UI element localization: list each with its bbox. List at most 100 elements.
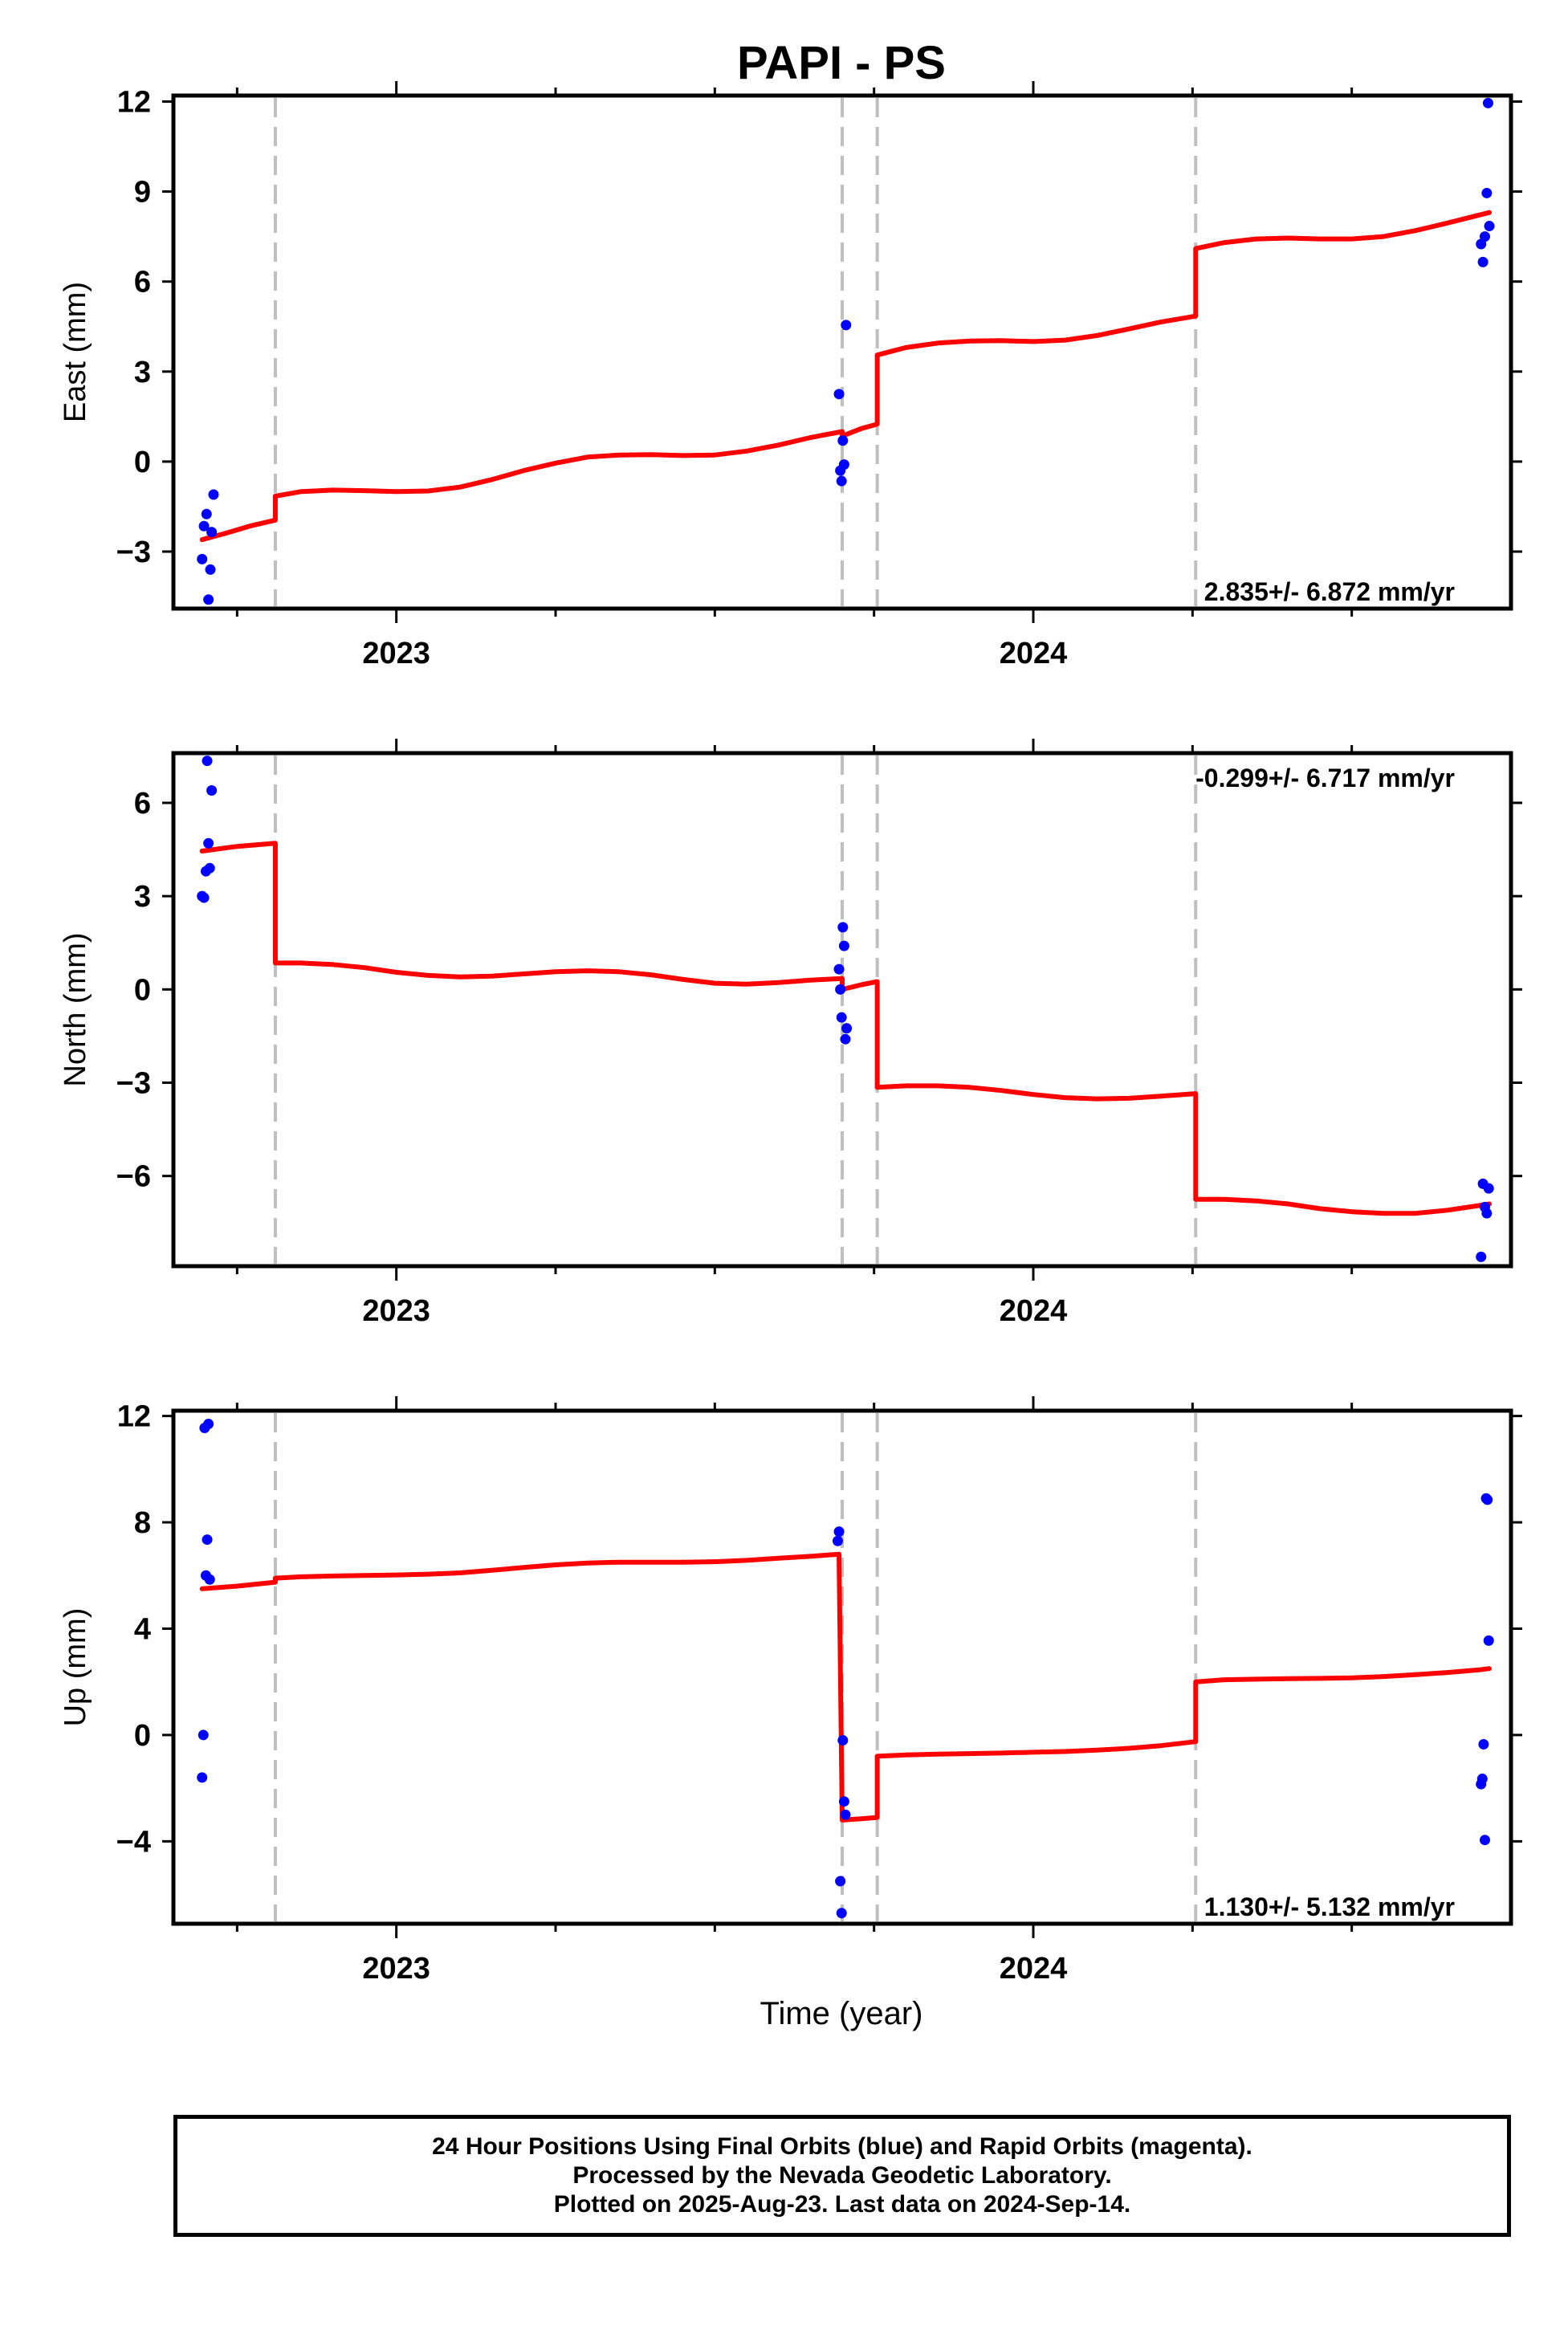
plot-frame [171,751,1513,1269]
data-point [835,984,846,995]
x-tick-label: 2024 [1000,637,1068,670]
model-line [840,1815,880,1823]
data-point [841,320,852,331]
y-tick-label: 9 [134,176,151,210]
data-point [1477,256,1489,267]
data-point [838,1796,849,1807]
data-point [837,922,849,933]
footer-box: 24 Hour Positions Using Final Orbits (bl… [173,2115,1511,2237]
model-line [840,422,880,439]
y-axis-label: North (mm) [59,932,92,1086]
y-tick-label: 0 [134,446,151,479]
data-point [1481,1208,1493,1219]
y-tick-label: 12 [117,85,151,119]
model-line [1193,1666,1492,1684]
x-tick-label: 2023 [362,1294,430,1328]
data-point [1482,97,1493,108]
rate-annotation: 1.130+/- 5.132 mm/yr [1204,1892,1455,1921]
model-step [837,1554,845,1820]
panel-2: −6 −3 0 3 6 2023 2024 North (mm) -0.299+/- 6.717… [59,739,1522,1328]
data-point [204,1574,215,1585]
y-tick-label: −3 [116,1067,151,1101]
x-tick-label: 2024 [1000,1952,1068,1986]
data-point [203,837,214,849]
footer-line-1: 24 Hour Positions Using Final Orbits (bl… [432,2133,1252,2160]
data-point [1476,1774,1488,1785]
x-tick-label: 2023 [362,1952,430,1986]
data-point [204,862,215,874]
data-point [837,435,849,446]
panel-3: −4 0 4 8 12 2023 2024 Up (mm) 1.130+/- 5.132 mm/… [59,1396,1522,1986]
y-tick-label: 6 [134,266,151,299]
footer-line-3: Plotted on 2025-Aug-23. Last data on 202… [553,2191,1131,2218]
model-line [272,1551,841,1581]
data-point [198,1729,209,1741]
model-line [874,1739,1199,1759]
data-point [198,892,210,903]
data-point [838,459,849,470]
data-point [1476,1251,1487,1262]
panel-1: −3 0 3 6 9 12 2023 2024 East (mm) 2.835+/- 6.872 … [59,81,1522,670]
plot-frame [171,1408,1513,1926]
panels: −3 0 3 6 9 12 2023 2024 East (mm) 2.835+/- 6.872 … [59,81,1522,1986]
y-tick-label: −6 [116,1160,151,1194]
data-point [203,594,214,605]
data-point [836,475,847,487]
data-point [836,1908,847,1919]
y-tick-label: 6 [134,787,151,821]
y-tick-label: 0 [134,1719,151,1753]
data-point [201,508,212,519]
y-tick-label: 8 [134,1506,151,1540]
data-point [833,963,845,975]
y-tick-label: 3 [134,880,151,914]
rate-annotation: 2.835+/- 6.872 mm/yr [1204,577,1455,606]
y-tick-label: −3 [116,536,151,569]
data-point [1484,221,1495,232]
data-point [208,489,219,500]
data-point [835,1876,846,1887]
data-point [197,1772,208,1783]
y-tick-label: 0 [134,973,151,1007]
x-axis-label: Time (year) [760,1996,923,2031]
model-line [272,429,845,499]
data-point [833,1526,845,1538]
y-axis-label: Up (mm) [59,1608,92,1727]
data-point [202,1534,213,1546]
model-line [874,1083,1199,1102]
model-line [874,313,1199,358]
data-point [203,1419,214,1430]
footer-line-2: Processed by the Nevada Geodetic Laborat… [572,2162,1112,2189]
rate-annotation: -0.299+/- 6.717 mm/yr [1195,764,1455,792]
model-line [1193,210,1492,251]
model-line [199,1579,278,1591]
data-point [202,756,213,767]
y-tick-label: 4 [134,1612,151,1646]
x-tick-label: 2023 [362,637,430,670]
data-point [1479,1835,1490,1846]
model-line [272,960,845,987]
data-point [1482,1494,1493,1505]
y-axis-label: East (mm) [59,282,92,422]
data-point [1483,1635,1494,1646]
data-point [1479,231,1490,242]
y-tick-label: −4 [116,1825,151,1859]
data-point [836,1012,847,1023]
data-point [840,1033,851,1045]
data-point [206,527,218,538]
data-point [838,940,849,951]
chart-title: PAPI - PS [737,37,946,89]
data-point [1478,1739,1489,1750]
data-point [841,1023,853,1034]
model-line [840,979,880,992]
data-point [840,1809,851,1820]
data-point [197,553,208,564]
data-point [198,520,210,532]
data-point [206,784,218,796]
y-tick-label: 3 [134,356,151,389]
data-point [837,1735,849,1746]
model-line [1193,1196,1492,1216]
data-point [832,1535,843,1546]
data-point [1483,1183,1494,1194]
data-point [1481,187,1493,198]
